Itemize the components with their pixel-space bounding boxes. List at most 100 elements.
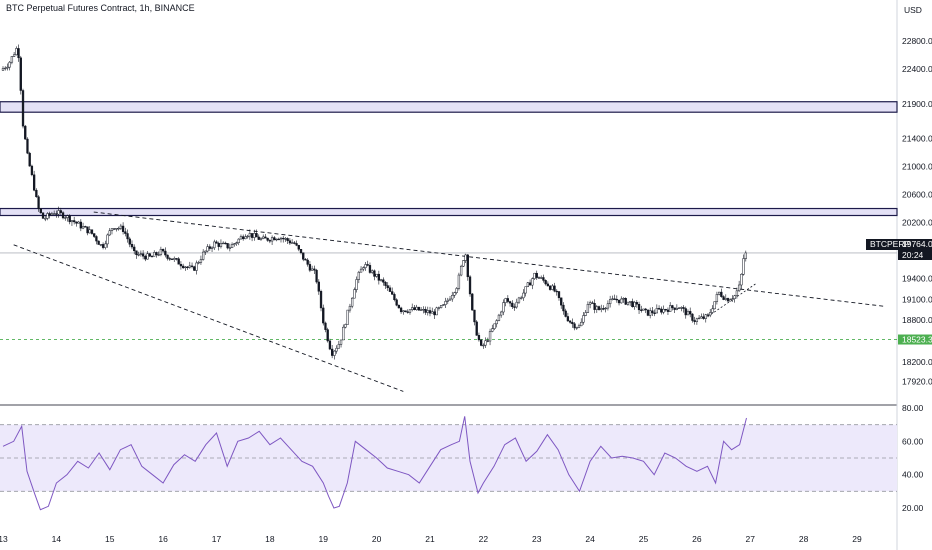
candle-body bbox=[37, 196, 40, 209]
countdown-badge bbox=[898, 250, 932, 260]
candle-body bbox=[253, 233, 256, 238]
candle-body bbox=[508, 301, 512, 304]
candle-body bbox=[700, 316, 703, 319]
candle-body bbox=[153, 252, 156, 257]
candle-body bbox=[319, 291, 323, 309]
candle-body bbox=[304, 259, 307, 261]
candle-body bbox=[24, 125, 27, 140]
candle-body bbox=[66, 215, 69, 218]
candle-body bbox=[157, 254, 160, 256]
price-tick-label: 18200.0 bbox=[902, 357, 932, 367]
candle-body bbox=[402, 310, 405, 313]
candle-body bbox=[455, 288, 458, 293]
candle-body bbox=[224, 242, 227, 245]
x-tick-label: 16 bbox=[158, 534, 168, 544]
candle-body bbox=[535, 272, 538, 278]
candle-body bbox=[546, 283, 550, 287]
candle-body bbox=[326, 329, 329, 342]
candle-body bbox=[548, 285, 552, 290]
candle-body bbox=[266, 237, 269, 241]
candle-body bbox=[744, 252, 747, 259]
candle-body bbox=[388, 287, 392, 292]
candle-body bbox=[724, 298, 727, 300]
candle-body bbox=[264, 236, 267, 239]
candle-body bbox=[417, 306, 421, 311]
candle-body bbox=[446, 299, 449, 302]
last-price-value: 19764.0 bbox=[902, 239, 932, 249]
candle-body bbox=[462, 260, 465, 267]
candle-body bbox=[30, 165, 34, 176]
candle-body bbox=[202, 251, 205, 260]
candle-body bbox=[161, 248, 165, 252]
candle-body bbox=[195, 262, 198, 271]
candle-body bbox=[90, 229, 94, 234]
candle-body bbox=[273, 237, 276, 241]
candle-body bbox=[295, 243, 298, 246]
candle-body bbox=[57, 210, 60, 215]
candle-body bbox=[128, 238, 131, 245]
candle-body bbox=[41, 212, 45, 219]
candle-body bbox=[742, 258, 745, 275]
candle-body bbox=[428, 310, 432, 314]
last-price-symbol: BTCPERP bbox=[870, 239, 910, 249]
candle-body bbox=[188, 265, 191, 268]
candle-body bbox=[210, 247, 214, 249]
last-price-badge bbox=[866, 239, 932, 250]
candle-body bbox=[353, 289, 356, 299]
x-tick-label: 22 bbox=[479, 534, 489, 544]
candle-body bbox=[53, 213, 56, 215]
candle-body bbox=[713, 301, 716, 310]
candle-body bbox=[244, 236, 247, 240]
candle-body bbox=[293, 242, 296, 244]
resistance-zone bbox=[0, 207, 898, 217]
x-tick-label: 26 bbox=[692, 534, 702, 544]
candle-body bbox=[600, 308, 603, 310]
candle-body bbox=[288, 240, 292, 244]
candle-body bbox=[448, 298, 452, 301]
candle-body bbox=[511, 302, 514, 308]
price-tick-label: 22800.0 bbox=[902, 36, 932, 46]
candle-body bbox=[175, 258, 178, 260]
candle-body bbox=[560, 297, 563, 306]
candle-body bbox=[684, 308, 687, 316]
candle-body bbox=[148, 253, 151, 257]
candle-body bbox=[213, 241, 216, 249]
x-tick-label: 27 bbox=[746, 534, 756, 544]
candle-body bbox=[35, 189, 38, 198]
price-tick-label: 21400.0 bbox=[902, 134, 932, 144]
candle-body bbox=[637, 304, 641, 311]
candle-body bbox=[177, 258, 180, 265]
candle-body bbox=[59, 210, 62, 213]
candle-body bbox=[611, 298, 614, 300]
candle-body bbox=[486, 340, 489, 342]
candle-body bbox=[655, 308, 658, 314]
candle-body bbox=[346, 309, 349, 325]
candle-body bbox=[633, 302, 636, 308]
candle-body bbox=[575, 327, 578, 329]
candle-body bbox=[495, 320, 498, 325]
candle-body bbox=[44, 218, 47, 220]
candle-body bbox=[564, 310, 567, 317]
candle-body bbox=[704, 314, 707, 319]
candle-body bbox=[464, 254, 467, 261]
candle-body bbox=[226, 243, 229, 249]
candle-body bbox=[731, 298, 734, 300]
candle-body bbox=[702, 316, 705, 319]
candle-body bbox=[399, 307, 403, 313]
candle-body bbox=[740, 273, 743, 286]
candle-body bbox=[644, 308, 647, 311]
candle-body bbox=[531, 278, 534, 286]
rsi-line bbox=[2, 416, 747, 511]
candle-body bbox=[106, 234, 109, 245]
candle-body bbox=[553, 285, 556, 292]
candle-body bbox=[348, 305, 352, 311]
candle-body bbox=[230, 244, 234, 249]
candle-body bbox=[184, 266, 187, 269]
candle-body bbox=[275, 238, 278, 241]
candle-body bbox=[246, 235, 249, 238]
candle-body bbox=[720, 291, 723, 297]
candle-body bbox=[8, 61, 11, 68]
candle-body bbox=[364, 264, 367, 268]
candle-body bbox=[391, 291, 394, 295]
